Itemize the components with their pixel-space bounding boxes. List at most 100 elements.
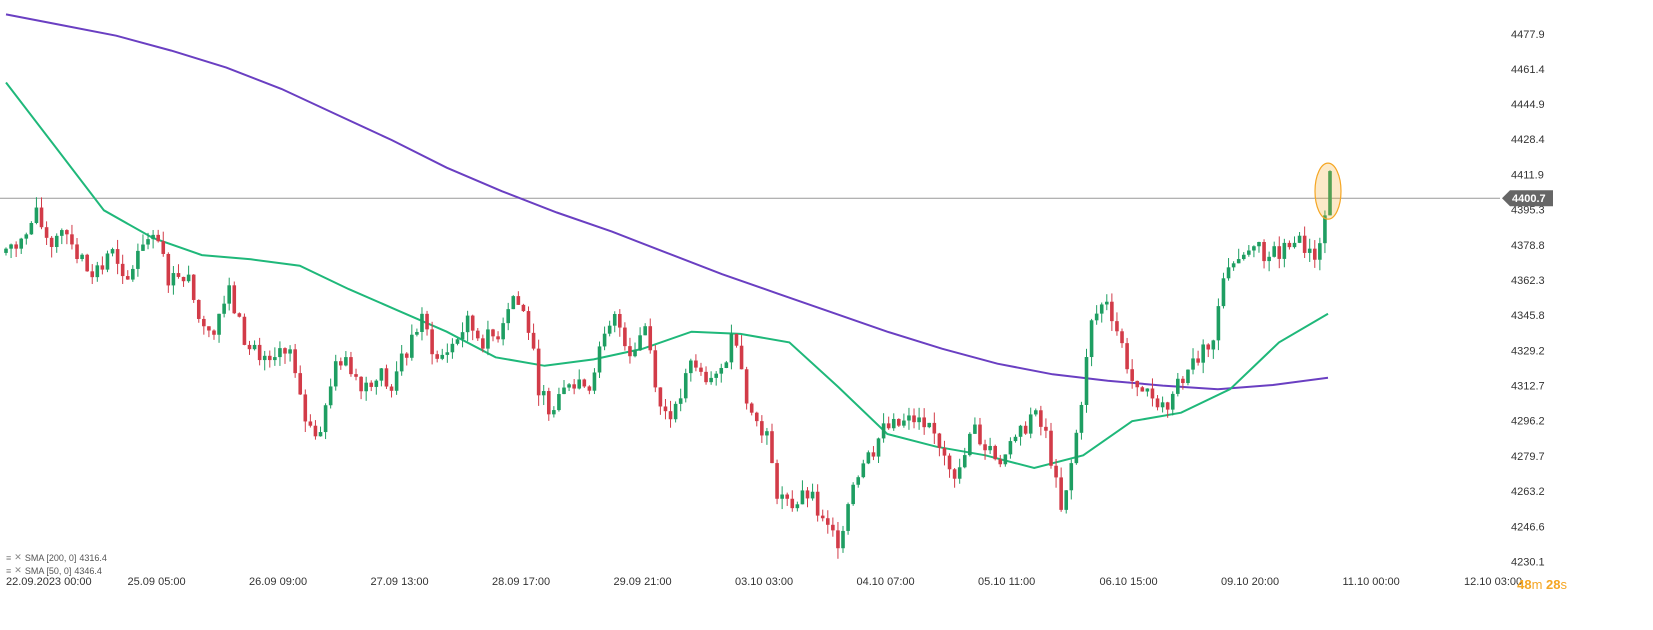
candle-body [252, 344, 257, 350]
candle-body [1099, 304, 1104, 314]
candle-timer: 48m 28s [1517, 577, 1567, 592]
candle [937, 432, 942, 457]
candle-body [998, 459, 1003, 465]
candle [658, 387, 663, 415]
candle-body [557, 394, 561, 411]
candle [861, 459, 866, 479]
candle [141, 234, 145, 251]
candle [988, 437, 992, 454]
close-icon[interactable]: ✕ [14, 552, 22, 562]
candle-body [1079, 404, 1084, 433]
candle-body [597, 346, 602, 373]
candle [14, 241, 18, 257]
candle-body [1069, 463, 1074, 491]
candle-body [988, 445, 992, 451]
candle [34, 197, 39, 225]
candle [273, 347, 277, 366]
y-tick-label: 4461.4 [1511, 64, 1545, 76]
candle-body [851, 484, 855, 505]
candle [379, 368, 384, 387]
candle-body [1252, 246, 1256, 251]
candle [562, 380, 566, 395]
candle [1049, 422, 1053, 469]
candle-body [1231, 263, 1236, 268]
x-tick-label: 09.10 20:00 [1221, 576, 1279, 588]
candle [506, 302, 511, 331]
candle-body [1201, 344, 1205, 363]
candle-body [770, 431, 774, 464]
candle [1110, 293, 1114, 331]
candle-body [876, 438, 881, 457]
candle [1069, 459, 1074, 500]
x-tick-label: 11.10 00:00 [1343, 576, 1400, 588]
candle [278, 341, 282, 366]
candle [1008, 437, 1013, 459]
candle [288, 345, 292, 362]
candle-body [1262, 241, 1266, 262]
candle-body [1241, 254, 1246, 260]
settings-icon[interactable]: ≡ [6, 565, 12, 576]
candle [196, 299, 201, 323]
candle-body [323, 405, 328, 433]
candle [1282, 238, 1287, 268]
candle-body [267, 355, 272, 361]
candle [450, 338, 455, 359]
candle [1044, 418, 1048, 439]
candle [470, 314, 475, 341]
candle [313, 420, 318, 440]
x-tick-label: 27.09 13:00 [371, 576, 429, 588]
candle-body [1155, 398, 1160, 408]
price-tag-layer: 4400.7 [1502, 190, 1553, 207]
timer-seconds: 28 [1546, 577, 1561, 592]
candle [1120, 328, 1124, 348]
candle-body [430, 329, 434, 355]
candle-body [475, 330, 480, 339]
candle-body [486, 329, 490, 349]
candle-body [4, 248, 8, 253]
candle [161, 231, 166, 257]
candle-body [521, 304, 526, 312]
candle-body [1297, 235, 1302, 243]
candle [957, 458, 962, 484]
candle-body [689, 360, 693, 374]
y-tick-label: 4263.2 [1511, 486, 1545, 498]
candle-body [1191, 358, 1195, 370]
settings-icon[interactable]: ≡ [6, 552, 12, 563]
candle [820, 509, 825, 522]
candle-body [891, 418, 896, 429]
candle-body [404, 353, 409, 358]
candle-body [699, 367, 703, 372]
candle-body [612, 313, 617, 326]
candle [501, 317, 505, 346]
legend-sma50[interactable]: ≡ ✕ SMA [50, 0] 4346.4 [6, 565, 102, 576]
legend-sma200[interactable]: ≡ ✕ SMA [200, 0] 4316.4 [6, 552, 107, 563]
candle-body [633, 350, 637, 357]
y-tick-label: 4411.9 [1511, 169, 1544, 181]
candle [420, 307, 424, 341]
candle [410, 324, 414, 361]
candle [1201, 339, 1205, 374]
candle [212, 329, 216, 340]
candle [866, 450, 871, 465]
candle-body [339, 361, 343, 366]
candle [714, 371, 718, 386]
candle [227, 277, 232, 311]
candle-body [993, 445, 997, 460]
candle-body [582, 379, 587, 387]
candle [998, 454, 1003, 468]
candle-body [536, 348, 541, 396]
candle [435, 350, 439, 363]
candle-body [1115, 321, 1119, 332]
candle-body [825, 518, 830, 525]
candle [1216, 298, 1221, 351]
candle [612, 311, 617, 333]
candle-body [369, 382, 374, 387]
candle-body [29, 223, 34, 235]
candle [663, 399, 668, 420]
candle [54, 233, 59, 253]
candle-body [455, 339, 460, 344]
candle [1277, 236, 1282, 269]
candle-body [1165, 402, 1170, 410]
close-icon[interactable]: ✕ [14, 565, 22, 575]
